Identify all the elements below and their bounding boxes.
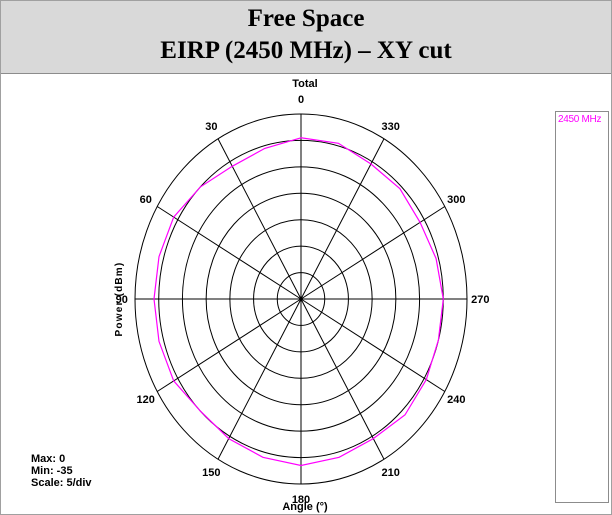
series-trace <box>153 137 444 467</box>
grid-spoke <box>300 206 446 300</box>
plot-stats: Max: 0 Min: -35 Scale: 5/div <box>31 453 92 489</box>
angle-tick-label: 180 <box>292 494 310 506</box>
angle-tick-label: 240 <box>447 394 465 406</box>
plot-title: Total <box>292 78 317 90</box>
stat-scale: Scale: 5/div <box>31 477 92 489</box>
angle-tick-label: 300 <box>447 194 465 206</box>
grid-spoke <box>300 298 446 392</box>
angle-tick-label: 210 <box>381 467 399 479</box>
stat-min: Min: -35 <box>31 465 73 477</box>
angle-tick-label: 150 <box>202 467 220 479</box>
chart-subheading: EIRP (2450 MHz) – XY cut <box>160 37 452 64</box>
grid-spoke <box>156 206 302 300</box>
angle-tick-label: 330 <box>381 121 399 133</box>
angle-tick-label: 90 <box>116 294 128 306</box>
chart-heading: Free Space <box>247 5 365 32</box>
angle-tick-label: 270 <box>471 294 489 306</box>
grid-spoke <box>217 298 302 460</box>
grid-spoke <box>300 138 385 300</box>
angle-tick-label: 30 <box>205 121 217 133</box>
stat-max: Max: 0 <box>31 453 66 465</box>
grid-spoke <box>156 298 302 392</box>
grid-spoke <box>217 138 302 300</box>
angle-tick-label: 60 <box>140 194 152 206</box>
angular-axis-label: Angle (°) <box>282 501 328 513</box>
legend: 2450 MHz <box>555 111 609 503</box>
polar-plot: 0 330 300 270 240 210 180 150 120 90 60 30 Total Powe… <box>114 78 489 513</box>
radial-axis-label: Power (dBm) <box>114 262 125 337</box>
legend-item-2450-mhz: 2450 MHz <box>558 114 602 125</box>
angle-tick-label: 0 <box>298 94 304 106</box>
chart-header: Free Space EIRP (2450 MHz) – XY cut <box>1 1 611 74</box>
grid-spoke <box>300 298 385 460</box>
angle-tick-label: 120 <box>137 394 155 406</box>
